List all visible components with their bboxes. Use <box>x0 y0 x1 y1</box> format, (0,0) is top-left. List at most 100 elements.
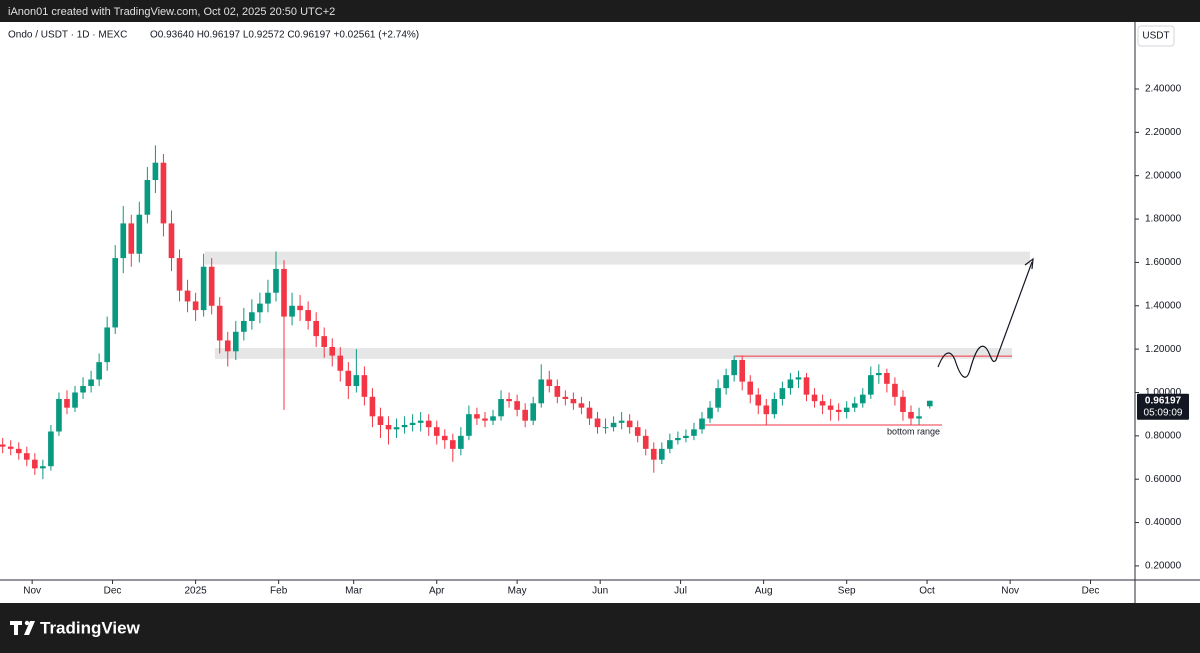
candle-body <box>136 214 143 254</box>
candle-body <box>610 422 617 428</box>
candle-body <box>409 422 416 425</box>
candle-body <box>0 444 6 447</box>
candle-body <box>88 379 94 386</box>
candle-body <box>578 403 585 408</box>
candle-body <box>273 268 279 293</box>
candle-body <box>482 418 488 421</box>
candle-body <box>626 420 633 428</box>
x-tick-label: Mar <box>345 586 363 597</box>
candle-body <box>731 359 737 376</box>
candle-body <box>570 398 577 404</box>
candle-body <box>908 411 914 419</box>
candle-body <box>634 427 641 436</box>
candle-body <box>522 409 528 421</box>
candle-body <box>498 398 504 417</box>
y-tick-label: 0.80000 <box>1145 430 1182 441</box>
candle-body <box>192 301 199 311</box>
chart-area <box>0 22 1200 603</box>
last-price-label: 0.96197 <box>1145 395 1182 406</box>
candle-body <box>15 448 22 454</box>
x-tick-label: 2025 <box>184 586 207 597</box>
candle-body <box>675 438 681 441</box>
candle-body <box>321 336 328 347</box>
x-tick-label: Nov <box>23 586 41 597</box>
candle-body <box>562 396 569 399</box>
candle-body <box>401 425 408 428</box>
candle-body <box>490 416 496 421</box>
x-tick-label: Feb <box>270 586 288 597</box>
candle-body <box>771 398 778 415</box>
candle-body <box>144 180 151 215</box>
candle-body <box>361 375 368 397</box>
candle-body <box>168 223 175 259</box>
candle-body <box>305 310 311 321</box>
candle-body <box>474 414 480 419</box>
candle-body <box>369 396 376 417</box>
candle-body <box>241 320 247 332</box>
candle-body <box>843 407 850 412</box>
candle-body <box>265 292 271 304</box>
candle-body <box>739 359 746 382</box>
candle-body <box>337 355 344 371</box>
candle-body <box>56 398 62 432</box>
candle-body <box>353 375 360 386</box>
candle-body <box>417 420 424 423</box>
candle-body <box>313 320 319 337</box>
candle-body <box>184 290 191 302</box>
candle-body <box>755 394 762 406</box>
candle-body <box>779 388 786 399</box>
candle-body <box>160 162 167 224</box>
candle-body <box>64 398 70 408</box>
header-text: iAnon01 created with TradingView.com, Oc… <box>8 6 335 18</box>
x-tick-label: May <box>508 586 527 597</box>
candle-body <box>128 223 135 254</box>
footer-bar <box>0 603 1200 653</box>
candle-body <box>723 375 729 389</box>
x-tick-label: Dec <box>1082 586 1100 597</box>
level-label: bottom range <box>887 426 940 436</box>
candle-body <box>683 435 689 439</box>
candle-body <box>393 427 400 430</box>
candle-body <box>811 394 818 402</box>
candle-body <box>32 459 38 469</box>
y-tick-label: 1.40000 <box>1145 300 1182 311</box>
candle-body <box>80 385 86 393</box>
y-tick-label: 0.60000 <box>1145 474 1182 485</box>
x-tick-label: Jul <box>674 586 687 597</box>
candle-body <box>835 409 842 412</box>
candle-body <box>851 403 858 408</box>
header-bar <box>0 0 1200 22</box>
x-tick-label: Jun <box>592 586 608 597</box>
candle-body <box>232 331 239 352</box>
candle-body <box>441 435 448 441</box>
last-price-box <box>1137 393 1189 420</box>
currency-box[interactable] <box>1137 25 1175 47</box>
candle-body <box>281 268 287 317</box>
y-tick-label: 0.20000 <box>1145 561 1182 572</box>
candle-body <box>200 266 207 311</box>
candle-body <box>546 379 553 386</box>
candle-body <box>450 440 456 449</box>
y-tick-label: 2.20000 <box>1145 127 1182 138</box>
projection-arrowhead <box>1024 257 1034 270</box>
brand-logo <box>10 620 35 635</box>
ohlc-quote: O0.93640 H0.96197 L0.92572 C0.96197 +0.0… <box>150 30 419 41</box>
currency-label: USDT <box>1142 31 1169 42</box>
candle-body <box>176 258 183 291</box>
candle-body <box>466 414 472 436</box>
candle-body <box>7 446 14 449</box>
candle-body <box>699 418 705 430</box>
candle-body <box>876 372 882 376</box>
candle-body <box>514 401 520 410</box>
candle-body <box>867 375 874 395</box>
candle-body <box>715 388 721 408</box>
projection-path <box>937 261 1033 378</box>
candle-body <box>433 427 440 436</box>
candle-body <box>707 407 713 419</box>
y-tick-label: 1.80000 <box>1145 214 1182 225</box>
y-tick-label: 2.00000 <box>1145 170 1182 181</box>
candle-body <box>249 312 255 321</box>
candle-body <box>926 400 933 407</box>
symbol-title: Ondo / USDT · 1D · MEXC <box>8 30 127 41</box>
candle-body <box>803 377 810 395</box>
